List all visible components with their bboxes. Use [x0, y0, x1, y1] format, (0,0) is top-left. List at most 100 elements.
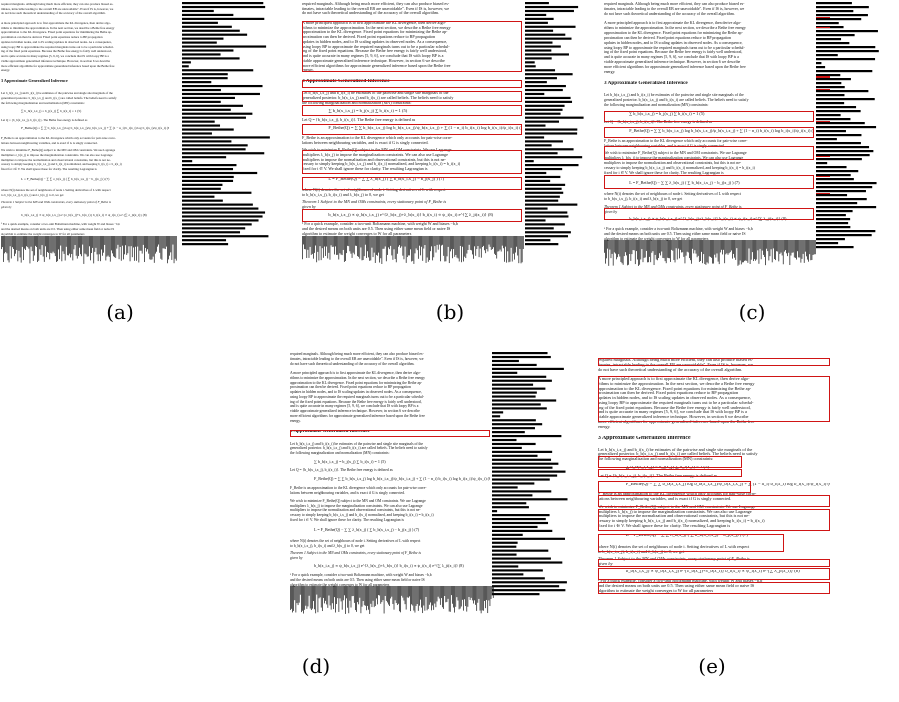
profile-spike: [391, 586, 393, 597]
profile-spike: [739, 240, 741, 261]
profile-spike: [297, 586, 299, 606]
profile-spike: [427, 236, 429, 262]
profile-bar: [492, 589, 566, 592]
profile-bar: [816, 74, 841, 77]
profile-spike: [434, 236, 436, 247]
profile-spike: [98, 236, 100, 255]
profile-spike: [485, 586, 486, 609]
text-line: Let b_b(x_i,x_j) and b_i(x_i) be estimat…: [598, 447, 753, 452]
profile-spike: [15, 236, 16, 254]
profile-spike: [449, 586, 451, 612]
histogram-bottom: [302, 236, 524, 264]
text-line: and the desired means on both units are …: [598, 583, 755, 588]
profile-bar: [816, 102, 845, 105]
profile-bar: [492, 375, 547, 378]
profile-bar: [182, 37, 224, 40]
profile-bar: [816, 202, 858, 205]
text-line: required marginals. Although being much …: [1, 2, 114, 6]
text-line: Let b_b(x_i,x_j) and b_i(x_i) be estimat…: [290, 441, 424, 446]
profile-spike: [809, 240, 811, 255]
profile-spike: [414, 236, 416, 254]
profile-bar: [816, 118, 851, 121]
marker-line: [816, 121, 830, 123]
profile-spike: [167, 236, 168, 264]
profile-spike: [52, 236, 54, 252]
profile-spike: [627, 240, 628, 266]
profile-spike: [299, 586, 301, 595]
profile-bar: [525, 231, 571, 234]
profile-spike: [719, 240, 721, 253]
text-line: energy.: [598, 424, 611, 429]
profile-spike: [345, 236, 346, 261]
text-line: timates, intractable leading to the over…: [604, 6, 745, 11]
text-line: where N(i) denotes the set of neighbours…: [598, 544, 750, 549]
profile-spike: [651, 240, 653, 253]
highlight-box: [598, 468, 742, 478]
profile-spike: [411, 586, 412, 605]
profile-spike: [141, 236, 143, 254]
profile-spike: [746, 240, 748, 261]
marker-line: [816, 76, 830, 78]
profile-spike: [42, 236, 44, 257]
text-line: more efficient algorithms for approximat…: [290, 413, 425, 418]
profile-spike: [707, 240, 709, 264]
profile-spike: [326, 586, 328, 605]
profile-bar: [525, 239, 551, 242]
marker-line: [816, 16, 830, 19]
profile-spike: [379, 236, 381, 263]
profile-spike: [609, 240, 611, 250]
paper-page: required marginals. Although being much …: [1, 2, 169, 237]
text-line: fixed for i ∈ V. We shall ignore these f…: [290, 517, 404, 522]
text-line: cessary to simply keeping b_b(x_i,x_j) a…: [290, 513, 434, 518]
profile-spike: [488, 236, 490, 245]
profile-spike: [315, 236, 316, 246]
profile-spike: [309, 586, 311, 609]
profile-spike: [409, 236, 410, 256]
highlight-box: [598, 480, 752, 493]
profile-bar: [525, 136, 545, 139]
profile-bar: [492, 545, 517, 548]
profile-spike: [679, 240, 680, 259]
marker-line: [816, 26, 830, 28]
profile-bar: [492, 363, 537, 367]
profile-bar: [182, 219, 259, 222]
profile-spike: [665, 240, 667, 264]
profile-spike: [740, 240, 742, 265]
highlight-box: [302, 124, 522, 135]
profile-spike: [476, 236, 478, 250]
highlight-box: [290, 429, 490, 437]
profile-spike: [754, 240, 755, 260]
text-line: to b_b(x_i,x_j), b_i(x_i) and λ_b(x_j) t…: [290, 543, 365, 548]
text-line: more efficient algorithms for approximat…: [302, 63, 451, 68]
highlight-box: [604, 174, 814, 190]
profile-spike: [368, 236, 369, 258]
profile-spike: [703, 240, 705, 255]
profile-spike: [105, 236, 107, 261]
text-line: and is quite accurate in many regimes [5…: [1, 54, 109, 59]
profile-spike: [111, 236, 112, 251]
profile-spike: [666, 240, 668, 258]
profile-spike: [653, 240, 655, 266]
profile-spike: [336, 586, 338, 605]
text-line: lations between neighbouring variables, …: [604, 143, 725, 148]
profile-spike: [352, 236, 354, 253]
text-line: required marginals. Although being much …: [604, 2, 745, 6]
profile-spike: [373, 236, 375, 253]
profile-spike: [786, 240, 787, 254]
text-line: more efficient algorithms for approximat…: [604, 65, 746, 70]
profile-spike: [742, 240, 743, 263]
profile-bar: [492, 533, 523, 536]
profile-spike: [689, 240, 690, 259]
text-line: approximation to the KL divergence. Fixe…: [1, 30, 112, 35]
section-heading: 3 Approximate Generalized Inference: [1, 79, 68, 84]
panel-e: required marginals. Although being much …: [590, 350, 899, 702]
text-line: fixed for i ∈ V. We shall ignore these f…: [302, 167, 428, 172]
profile-spike: [722, 240, 723, 255]
text-line: F_Bethe is an approximation to the KL di…: [604, 138, 748, 143]
profile-spike: [129, 236, 131, 262]
profile-bar: [492, 525, 538, 529]
profile-spike: [135, 236, 136, 247]
profile-spike: [314, 586, 315, 610]
profile-spike: [324, 236, 325, 247]
profile-bar: [816, 50, 879, 53]
